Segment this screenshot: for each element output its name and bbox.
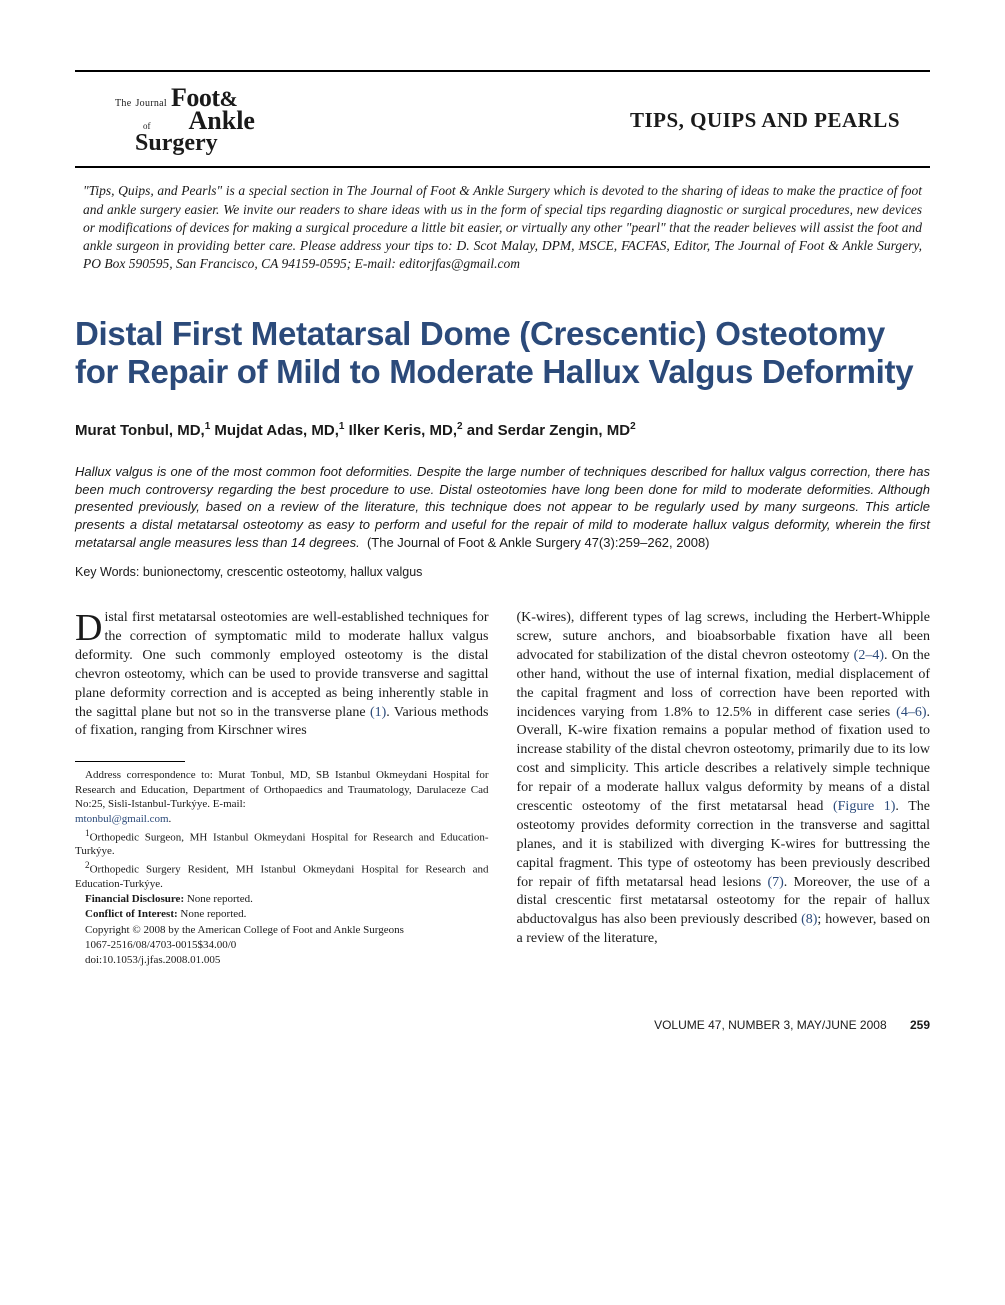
ref-4-6[interactable]: (4–6) [896,705,926,720]
conflict-text: None reported. [178,908,247,920]
figure-1-ref[interactable]: (Figure 1) [833,799,895,814]
footnote-aff2: 2Orthopedic Surgery Resident, MH Istanbu… [75,860,489,891]
footer-page-number: 259 [890,1018,930,1032]
footnote-financial: Financial Disclosure: None reported. [75,892,489,906]
abstract-citation: (The Journal of Foot & Ankle Surgery 47(… [363,535,709,550]
body-after-drop: istal first metatarsal osteotomies are w… [75,610,489,719]
footer-volume: VOLUME 47, NUMBER 3, MAY/JUNE 2008 [654,1018,887,1032]
keywords-text: bunionectomy, crescentic osteotomy, hall… [143,565,423,579]
body-two-col: Distal first metatarsal osteotomies are … [75,609,930,968]
mid-rule [75,166,930,168]
footnote-separator [75,761,185,762]
footnote-aff1: 1Orthopedic Surgeon, MH Istanbul Okmeyda… [75,828,489,859]
logo-surgery: Surgery [115,133,255,155]
footnote-issn: 1067-2516/08/4703-0015$34.00/0 [75,938,489,952]
abstract: Hallux valgus is one of the most common … [75,463,930,551]
body-2c: . Overall, K-wire fixation remains a pop… [517,705,931,814]
keywords-label: Key Words: [75,565,139,579]
article-title: Distal First Metatarsal Dome (Crescentic… [75,315,930,391]
keywords-line: Key Words: bunionectomy, crescentic oste… [75,565,930,579]
conflict-label: Conflict of Interest: [85,908,178,920]
author-line: Murat Tonbul, MD,1 Mujdat Adas, MD,1 Ilk… [75,421,930,439]
abstract-citation-text: (The Journal of Foot & Ankle Surgery 47(… [367,535,710,550]
footnote-email-line: mtonbul@gmail.com. [75,812,489,826]
section-heading: TIPS, QUIPS AND PEARLS [630,108,930,133]
footnote-copyright: Copyright © 2008 by the American College… [75,923,489,937]
body-para-1: Distal first metatarsal osteotomies are … [75,609,489,741]
dropcap: D [75,609,104,643]
financial-label: Financial Disclosure: [85,893,184,905]
column-right: (K-wires), different types of lag screws… [517,609,931,968]
footnote-correspondence: Address correspondence to: Murat Tonbul,… [75,768,489,811]
ref-7[interactable]: (7) [767,875,783,890]
financial-text: None reported. [184,893,253,905]
footnote-conflict: Conflict of Interest: None reported. [75,907,489,921]
correspondence-email[interactable]: mtonbul@gmail.com [75,813,169,825]
ref-2-4[interactable]: (2–4) [854,648,884,663]
header-row: The Journal Foot& of Ankle Surgery TIPS,… [75,78,930,164]
logo-the: The [115,98,131,109]
intro-blurb: "Tips, Quips, and Pearls" is a special s… [75,182,930,297]
footnote-doi: doi:10.1053/j.jfas.2008.01.005 [75,953,489,967]
ref-8[interactable]: (8) [801,912,817,927]
footnotes: Address correspondence to: Murat Tonbul,… [75,768,489,967]
footnote-correspondence-text: Address correspondence to: Murat Tonbul,… [75,769,489,810]
column-left: Distal first metatarsal osteotomies are … [75,609,489,968]
top-rule [75,70,930,72]
period: . [169,813,172,825]
aff1-text: Orthopedic Surgeon, MH Istanbul Okmeydan… [75,831,489,857]
page-footer: VOLUME 47, NUMBER 3, MAY/JUNE 2008 259 [75,1018,930,1032]
ref-1[interactable]: (1) [370,705,386,720]
body-para-2: (K-wires), different types of lag screws… [517,609,931,949]
aff2-text: Orthopedic Surgery Resident, MH Istanbul… [75,863,489,889]
journal-logo: The Journal Foot& of Ankle Surgery [75,86,255,154]
